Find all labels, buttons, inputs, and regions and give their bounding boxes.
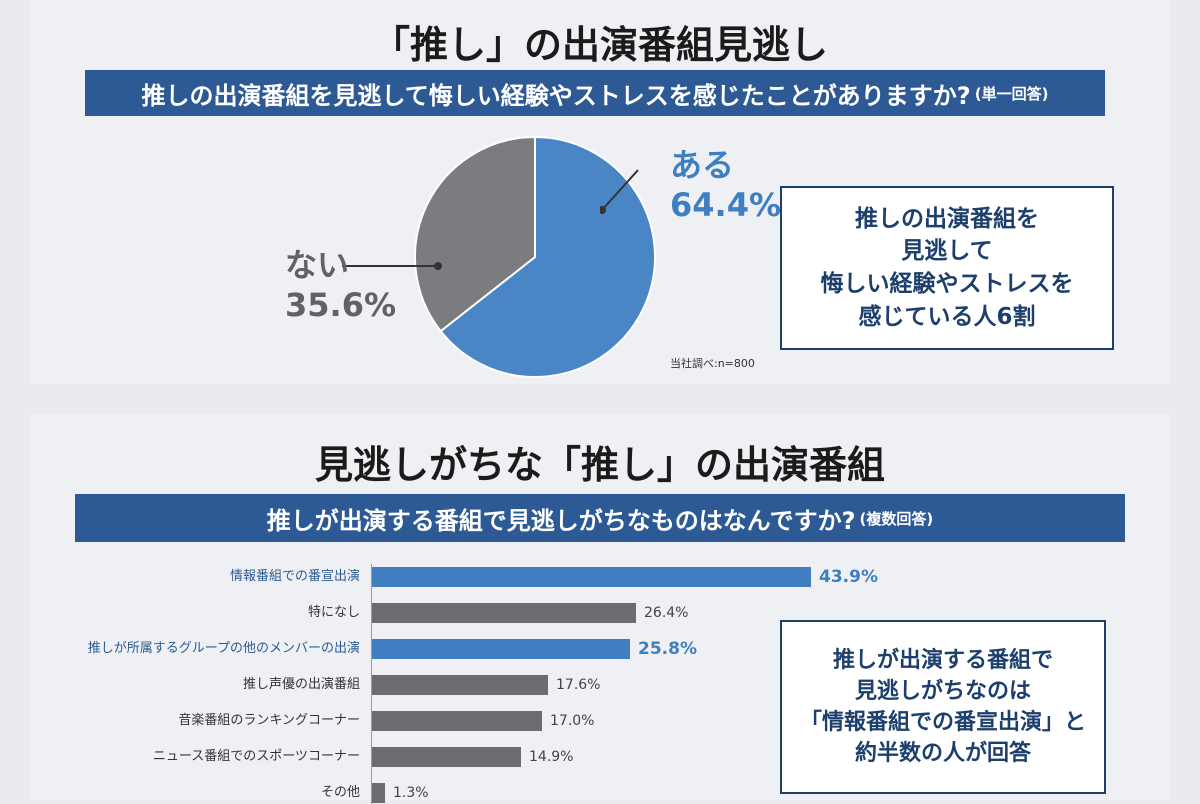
pie-leader-nai: [342, 262, 442, 270]
pie-question-banner: 推しの出演番組を見逃して悔しい経験やストレスを感じたことがありますか? (単一回答…: [85, 70, 1105, 116]
bar-category-label: 情報番組での番宣出演: [229, 569, 360, 584]
pie-summary-line: 見逃して: [901, 238, 993, 265]
pie-summary-line: 悔しい経験やストレスを: [820, 271, 1074, 297]
bar-axis: [371, 564, 372, 804]
bar-category-label: ニュース番組でのスポーツコーナー: [152, 749, 360, 764]
pie-question-text: 推しの出演番組を見逃して悔しい経験やストレスを感じたことがありますか?: [141, 81, 971, 110]
bar: [372, 603, 636, 623]
pie-label-nai: ない 35.6%: [285, 245, 396, 325]
bar-chart-panel: 見逃しがちな「推し」の出演番組 推しが出演する番組で見逃しがちなものはなんですか…: [30, 414, 1170, 804]
bar: [372, 711, 542, 731]
survey-note: 当社調べ:n=800: [670, 357, 755, 370]
pie-label-nai-name: ない: [285, 246, 350, 284]
pie-question-note: (単一回答): [974, 84, 1049, 103]
pie-summary-line: 推しの出演番組を: [855, 205, 1039, 232]
bar: [372, 639, 630, 659]
pie-leader-aru: [600, 169, 639, 214]
bar-value-label: 26.4%: [644, 605, 689, 621]
bar-value-label: 14.9%: [529, 749, 574, 765]
pie-slice-0: [439, 135, 656, 378]
bar: [372, 675, 548, 695]
pie-summary-line: 感じている人6割: [858, 303, 1036, 330]
bar-row: 音楽番組のランキングコーナー 17.0%: [30, 710, 1170, 732]
pie-label-aru: ある 64.4%: [670, 145, 781, 225]
bar-value-label: 25.8%: [638, 639, 697, 659]
pie-label-aru-name: ある: [670, 146, 735, 184]
bar-summary-line: 「情報番組での番宣出演」と: [799, 710, 1086, 735]
bar-value-label: 17.0%: [550, 713, 595, 729]
bar-category-label: 推しが所属するグループの他のメンバーの出演: [87, 641, 360, 656]
bar-question-note: (複数回答): [859, 509, 934, 528]
pie-summary-box: 推しの出演番組を 見逃して 悔しい経験やストレスを 感じている人6割: [780, 186, 1114, 350]
pie-label-nai-value: 35.6%: [285, 286, 397, 324]
bar-row: 推し声優の出演番組 17.6%: [30, 674, 1170, 696]
bar-value-label: 1.3%: [393, 785, 429, 801]
pie-chart-title: 「推し」の出演番組見逃し: [371, 23, 828, 67]
bar-row: 特になし 26.4%: [30, 602, 1170, 624]
bar-question-text: 推しが出演する番組で見逃しがちなものはなんですか?: [266, 506, 856, 535]
bar-row: その他 1.3%: [30, 782, 1170, 804]
bar-category-label: 推し声優の出演番組: [242, 677, 360, 692]
bar-chart-title: 見逃しがちな「推し」の出演番組: [314, 443, 885, 487]
bar-category-label: その他: [320, 785, 360, 800]
bar: [372, 567, 811, 587]
pie-slice-1: [414, 135, 536, 333]
bar-value-label: 43.9%: [819, 567, 878, 587]
bar-category-label: 特になし: [307, 605, 360, 620]
bar: [372, 747, 521, 767]
bar-value-label: 17.6%: [556, 677, 601, 693]
pie-chart: [414, 135, 656, 378]
bar: [372, 783, 385, 803]
bar-summary-box: 推しが出演する番組で 見逃しがちなのは 「情報番組での番宣出演」と 約半数の人が…: [780, 620, 1106, 794]
bar-row: 情報番組での番宣出演 43.9%: [30, 566, 1170, 588]
bar-summary-line: 推しが出演する番組で: [832, 647, 1053, 673]
bar-category-label: 音楽番組のランキングコーナー: [178, 713, 360, 728]
bar-row: 推しが所属するグループの他のメンバーの出演 25.8%: [30, 638, 1170, 660]
bar-question-banner: 推しが出演する番組で見逃しがちなものはなんですか? (複数回答): [75, 494, 1125, 542]
bar-summary-line: 見逃しがちなのは: [854, 678, 1031, 704]
pie-label-aru-value: 64.4%: [670, 186, 782, 224]
pie-chart-panel: 「推し」の出演番組見逃し 推しの出演番組を見逃して悔しい経験やストレスを感じたこ…: [30, 0, 1170, 384]
bar-summary-line: 約半数の人が回答: [854, 741, 1031, 767]
bar-row: ニュース番組でのスポーツコーナー 14.9%: [30, 746, 1170, 768]
